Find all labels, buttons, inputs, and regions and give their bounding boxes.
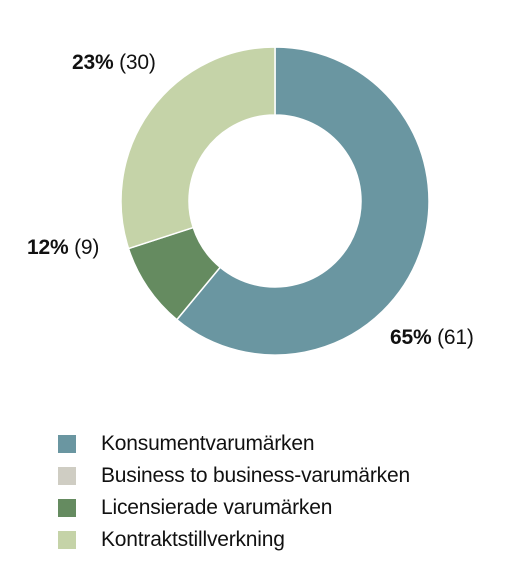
legend-label-b2b: Business to business-varumärken <box>101 464 410 487</box>
slice-label-konsument: 65% (61) <box>390 326 474 350</box>
slice-percent-konsument: 65% <box>390 326 432 349</box>
legend: Konsumentvarumärken Business to business… <box>58 428 410 556</box>
donut-chart <box>120 46 430 356</box>
legend-swatch-kontrakt <box>58 531 76 549</box>
slice-label-kontrakt: 23% (30) <box>72 51 156 75</box>
legend-label-konsument: Konsumentvarumärken <box>101 432 315 455</box>
legend-item-kontrakt: Kontraktstillverkning <box>58 524 410 556</box>
slice-percent-licensierade: 12% <box>27 236 69 259</box>
slice-count-kontrakt: (30) <box>119 51 156 74</box>
slice-count-licensierade: (9) <box>74 236 100 259</box>
legend-swatch-b2b <box>58 467 76 485</box>
slice-kontrakt <box>120 46 276 250</box>
slice-label-licensierade: 12% (9) <box>27 236 99 260</box>
legend-item-licensierade: Licensierade varumärken <box>58 492 410 524</box>
legend-item-b2b: Business to business-varumärken <box>58 460 410 492</box>
legend-swatch-licensierade <box>58 499 76 517</box>
slice-konsument <box>175 46 430 356</box>
slice-count-konsument: (61) <box>437 326 474 349</box>
legend-item-konsument: Konsumentvarumärken <box>58 428 410 460</box>
legend-swatch-konsument <box>58 435 76 453</box>
slice-percent-kontrakt: 23% <box>72 51 114 74</box>
legend-label-licensierade: Licensierade varumärken <box>101 496 333 519</box>
legend-label-kontrakt: Kontraktstillverkning <box>101 528 285 551</box>
